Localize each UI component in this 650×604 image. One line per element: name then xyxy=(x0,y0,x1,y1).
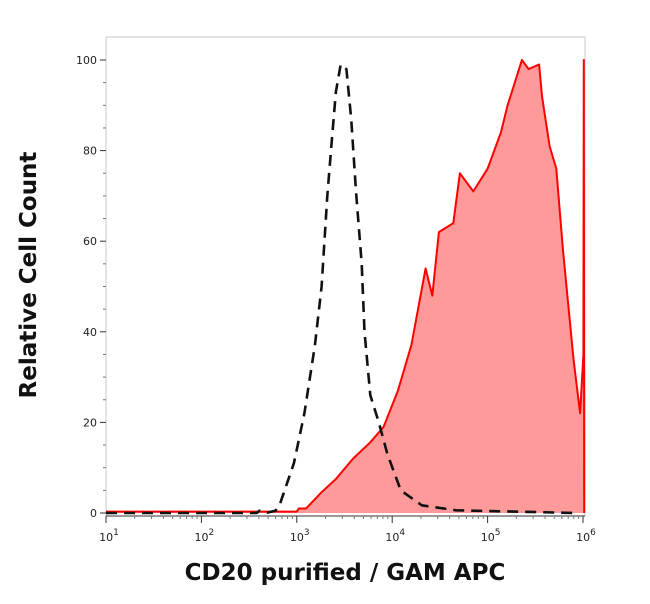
series-line-0 xyxy=(106,59,586,514)
series-line-1 xyxy=(106,63,577,515)
y-tick-label: 60 xyxy=(83,235,97,248)
x-tick-label: 106 xyxy=(576,528,596,544)
y-axis-title: Relative Cell Count xyxy=(16,152,42,399)
y-tick-label: 100 xyxy=(76,54,97,67)
axes-layer: 0 20 40 60 80 100 101 102 103 104 105 106 xyxy=(76,54,596,544)
x-tick-label: 103 xyxy=(290,528,310,544)
x-tick-label: 105 xyxy=(481,528,501,544)
x-tick-label: 101 xyxy=(99,528,119,544)
y-tick-label: 0 xyxy=(90,507,97,520)
x-tick-label: 104 xyxy=(385,528,405,544)
series-layer xyxy=(106,59,586,515)
y-tick-label: 80 xyxy=(83,145,97,158)
y-tick-label: 20 xyxy=(83,416,97,429)
x-axis-title: CD20 purified / GAM APC xyxy=(185,560,506,586)
y-tick-label: 40 xyxy=(83,326,97,339)
x-tick-label: 102 xyxy=(195,528,215,544)
series-fill-0 xyxy=(106,60,585,513)
